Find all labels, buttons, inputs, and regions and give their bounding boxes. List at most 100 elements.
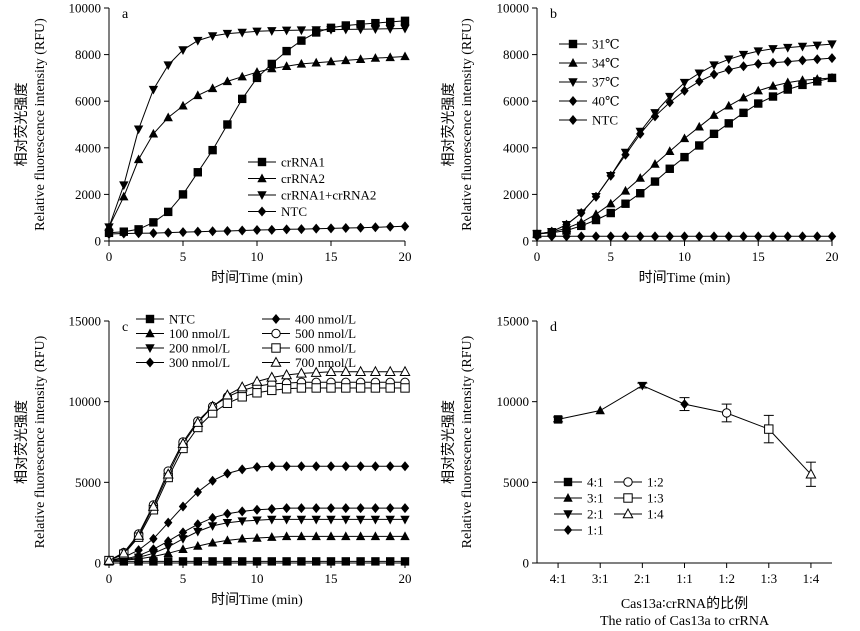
series-crRNA1: [104, 16, 410, 238]
data-point: [370, 531, 381, 541]
series-NTC: [532, 231, 837, 242]
data-point: [252, 225, 262, 236]
data-point: [223, 557, 232, 566]
data-point: [104, 223, 114, 233]
data-point: [724, 100, 734, 110]
data-point: [386, 503, 395, 514]
data-point: [827, 53, 837, 64]
x-tick-label: 0: [106, 571, 113, 586]
data-point: [147, 500, 159, 511]
data-point: [577, 208, 586, 219]
data-point: [650, 111, 660, 122]
data-point: [281, 368, 293, 380]
data-point: [134, 545, 143, 556]
legend-marker: [568, 96, 578, 106]
data-point: [310, 366, 322, 377]
data-point: [178, 527, 188, 538]
legend-item: 37℃: [559, 75, 620, 90]
data-point: [694, 69, 704, 79]
data-point: [355, 25, 366, 35]
data-point: [341, 25, 351, 35]
data-point: [532, 231, 542, 242]
data-point: [207, 83, 218, 93]
data-point: [797, 42, 808, 52]
data-point: [341, 222, 350, 233]
x-axis-label: 时间Time (min): [211, 270, 303, 286]
data-point: [384, 365, 396, 377]
data-point: [606, 170, 615, 181]
data-point: [709, 61, 719, 71]
data-point: [370, 53, 381, 62]
data-point: [207, 537, 218, 547]
data-point: [679, 78, 690, 88]
data-point: [386, 17, 395, 27]
data-point: [754, 58, 763, 69]
legend-marker: [271, 314, 281, 324]
y-tick-label: 10000: [497, 394, 530, 409]
data-point: [296, 383, 307, 393]
data-point: [208, 226, 217, 237]
data-point: [267, 532, 277, 541]
x-axis-label: 时间Time (min): [639, 270, 731, 286]
data-point: [193, 519, 202, 530]
data-point: [119, 181, 129, 191]
data-point: [385, 383, 395, 393]
data-point: [724, 64, 733, 75]
legend-marker: [563, 525, 573, 535]
data-point: [297, 36, 306, 45]
legend-item: 3:1: [554, 491, 604, 506]
data-point: [768, 92, 778, 101]
data-point: [694, 121, 704, 131]
data-point: [178, 544, 188, 553]
x-tick-label: 0: [106, 249, 113, 264]
x-tick-label: 15: [325, 249, 338, 264]
data-point: [193, 226, 202, 237]
data-point: [768, 57, 778, 68]
data-point: [252, 27, 262, 37]
x-axis-label-cn: Cas13a∶crRNA的比例: [621, 596, 748, 612]
legend-label: 1:2: [647, 475, 664, 490]
data-point: [812, 41, 822, 51]
data-point: [193, 527, 203, 537]
legend: 4:13:12:11:1 1:21:31:4: [554, 475, 664, 538]
y-axis-label-cn: 相对荧光强度: [440, 83, 457, 167]
data-point: [340, 365, 352, 377]
data-point: [371, 18, 380, 28]
y-tick-label: 15000: [497, 314, 530, 329]
data-point: [738, 92, 749, 102]
data-point: [149, 218, 158, 227]
data-point: [222, 29, 233, 39]
data-point: [577, 231, 586, 242]
data-point: [149, 228, 158, 239]
data-point: [103, 554, 115, 565]
data-point: [680, 231, 689, 242]
data-point: [282, 557, 291, 566]
data-point: [709, 110, 719, 119]
y-tick-label: 2000: [75, 187, 101, 202]
data-point: [164, 207, 173, 217]
data-point: [178, 557, 188, 566]
series-crRNA1+crRNA2: [104, 24, 410, 233]
data-point: [768, 45, 778, 54]
data-point: [312, 223, 321, 234]
x-tick-label: 3:1: [592, 571, 609, 586]
x-axis-label: 时间Time (min): [211, 592, 303, 608]
data-point: [753, 47, 763, 57]
data-point: [251, 375, 263, 386]
data-point: [813, 231, 822, 242]
data-point: [266, 371, 278, 382]
legend-marker: [257, 191, 267, 200]
data-point: [326, 223, 336, 234]
legend-marker: [563, 477, 573, 487]
series-40℃: [532, 53, 837, 240]
y-tick-label: 10000: [69, 1, 102, 16]
data-point: [296, 515, 307, 525]
y-tick-label: 6000: [75, 94, 101, 109]
data-point: [193, 168, 202, 177]
legend-item: 400 nmol/L: [262, 312, 356, 327]
legend-label: crRNA1: [281, 155, 325, 170]
data-point: [400, 503, 410, 514]
data-point: [369, 365, 381, 377]
data-point: [134, 228, 143, 239]
